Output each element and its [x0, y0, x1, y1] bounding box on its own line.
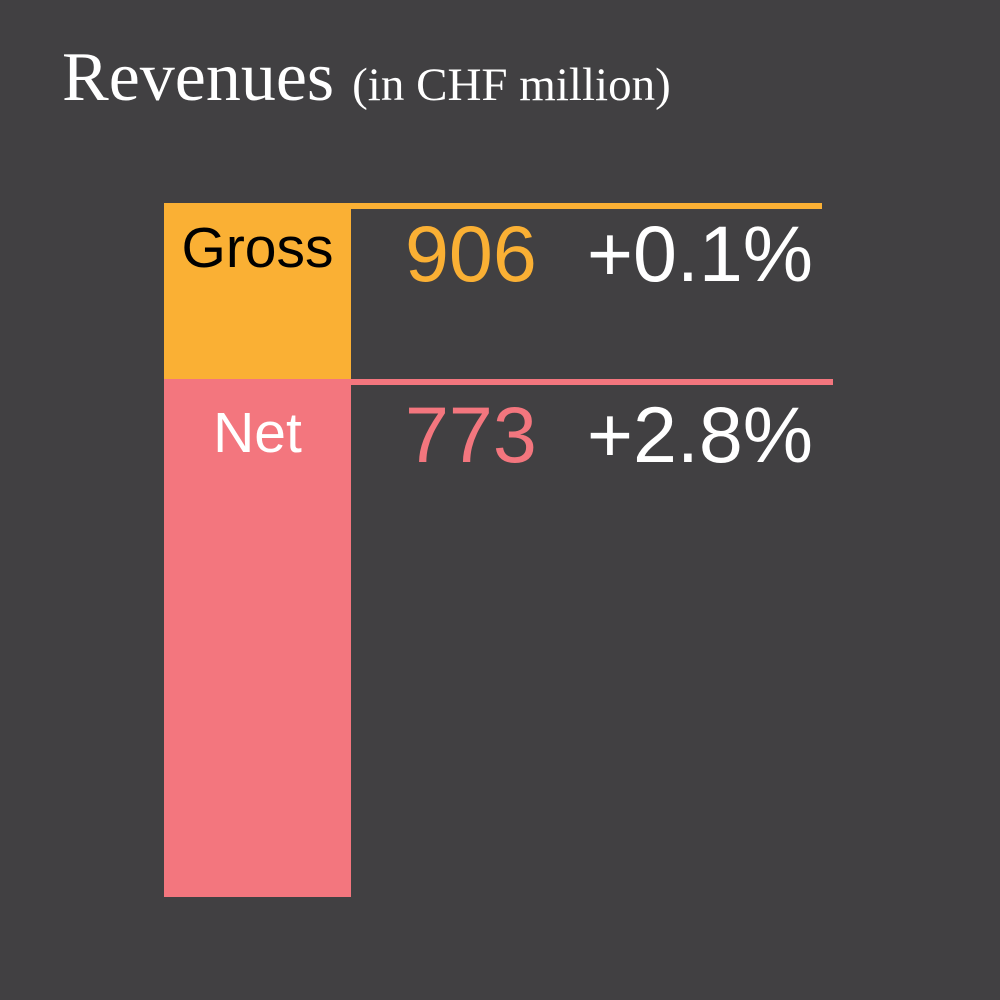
title-unit-label: (in CHF million) [352, 59, 671, 111]
gross-bar-label: Gross [181, 216, 334, 280]
net-rule [351, 379, 833, 385]
net-value-row: 773 +2.8% [405, 395, 813, 474]
gross-change-percent: +0.1% [586, 209, 814, 298]
net-value: 773 [405, 390, 537, 479]
net-change-percent: +2.8% [586, 390, 814, 479]
title-text: Revenues [62, 39, 335, 116]
gross-value: 906 [405, 209, 537, 298]
gross-bar: Gross [164, 203, 351, 379]
gross-value-row: 906 +0.1% [405, 214, 813, 293]
gross-rule [351, 203, 822, 209]
net-bar: Net [164, 379, 351, 897]
net-bar-label: Net [213, 401, 302, 465]
page-title: Revenues (in CHF million) [62, 43, 671, 113]
